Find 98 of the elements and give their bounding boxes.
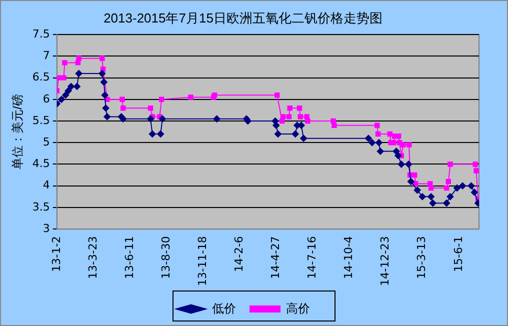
point (100, 56, 105, 61)
y-tick-label: 5.5 (32, 114, 50, 127)
point (446, 178, 452, 184)
y-tick-label: 3 (42, 222, 50, 235)
point (392, 148, 400, 155)
point (474, 168, 479, 174)
point (448, 162, 453, 167)
x-tick-label: 13-8-30 (159, 236, 172, 280)
point (412, 172, 418, 178)
point (292, 130, 299, 138)
point (148, 130, 156, 138)
x-tick-label: 13-1-2 (50, 236, 63, 272)
point (418, 193, 426, 200)
point (398, 160, 405, 168)
x-tick-label: 14-2-6 (232, 236, 246, 272)
point (272, 122, 280, 129)
point (390, 140, 396, 146)
point (73, 82, 80, 90)
point (470, 188, 478, 196)
point (104, 113, 111, 120)
point (274, 92, 280, 98)
x-tick-label: 14-7-16 (306, 236, 319, 280)
point (62, 60, 68, 66)
point (286, 114, 292, 120)
point (120, 96, 125, 102)
point (428, 185, 434, 191)
point (443, 200, 450, 207)
point (157, 130, 164, 138)
y-tick-label: 7.5 (32, 27, 50, 40)
point (296, 105, 302, 111)
point (76, 56, 82, 61)
point (400, 142, 406, 148)
point (444, 185, 450, 191)
x-tick-label: 14-4-27 (269, 236, 282, 280)
x-tick-label: 15-6-1 (452, 236, 465, 272)
point (61, 75, 66, 80)
point (459, 182, 466, 190)
point (213, 115, 220, 122)
point (332, 122, 337, 128)
point (212, 92, 218, 98)
y-tick-label: 6 (42, 92, 50, 106)
y-tick-label: 5 (42, 136, 50, 148)
point (454, 184, 461, 192)
point (394, 152, 402, 160)
point (62, 92, 70, 99)
point (414, 186, 421, 194)
point (68, 82, 75, 90)
y-tick-label: 6.5 (32, 70, 50, 84)
point (304, 114, 310, 120)
point (305, 118, 310, 124)
point (75, 70, 82, 77)
point (374, 122, 380, 128)
point (188, 94, 194, 100)
point (287, 105, 292, 111)
point (56, 75, 62, 80)
x-tick-label: 14-12-23 (378, 236, 392, 286)
point (406, 142, 412, 148)
point (101, 92, 108, 99)
point (147, 115, 154, 122)
point (100, 78, 108, 86)
y-axis-title: 单位：美元/磅 (10, 94, 25, 170)
point (274, 130, 282, 138)
point (429, 200, 436, 207)
point (58, 96, 65, 103)
y-tick-label: 4.5 (32, 157, 50, 170)
point (375, 131, 381, 137)
point (280, 114, 286, 120)
point (158, 96, 164, 102)
point (376, 148, 384, 155)
point (364, 134, 372, 142)
y-tick-label: 4 (42, 178, 50, 192)
legend-label: 高价 (286, 301, 310, 316)
y-tick-label: 7 (42, 49, 50, 62)
x-tick-label: 13-11-18 (196, 236, 209, 286)
legend-label: 低价 (212, 301, 236, 316)
point (468, 182, 475, 190)
x-tick-label: 13-3-23 (86, 236, 100, 280)
point (407, 178, 414, 186)
point (472, 162, 478, 167)
point (368, 139, 376, 146)
point (428, 193, 435, 200)
point (446, 193, 454, 200)
point (120, 105, 126, 111)
y-tick-label: 3.5 (32, 200, 50, 214)
point (148, 105, 154, 111)
point (102, 104, 110, 112)
point (396, 134, 402, 139)
point (98, 70, 106, 77)
point (300, 134, 308, 142)
point (298, 114, 304, 120)
point (375, 139, 382, 146)
x-tick-label: 13-6-11 (122, 236, 136, 280)
point (158, 115, 166, 122)
point (405, 160, 412, 168)
x-tick-label: 15-3-13 (415, 236, 428, 280)
x-tick-label: 14-10-4 (342, 236, 356, 280)
chart-title: 2013-2015年7月15日欧洲五氧化二钒价格走势图 (104, 10, 382, 26)
point (64, 87, 72, 94)
